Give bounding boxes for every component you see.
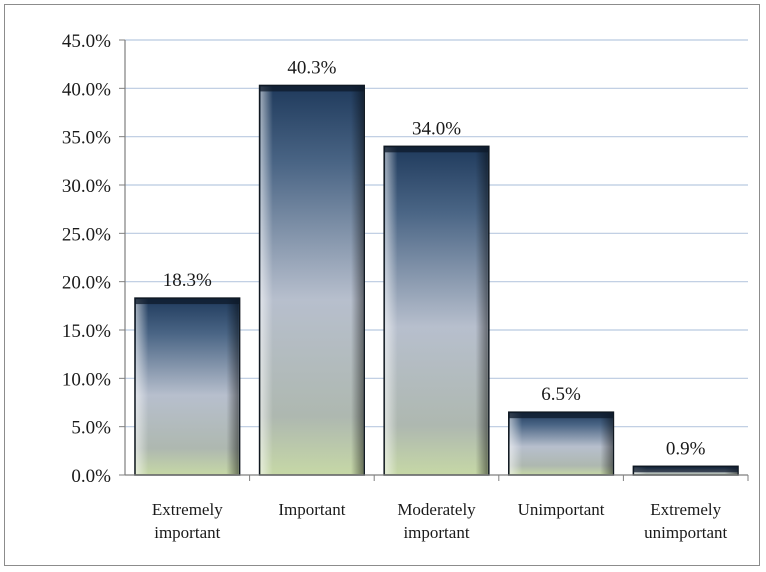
bars: 18.3% 40.3% 34.0% 6.5% 0.9% xyxy=(134,57,739,476)
chart-frame: 0.0% 5.0% 10.0% 15.0% 20.0% 25.0% 30.0% 35.0% 40… xyxy=(4,4,760,566)
bar-chart: 0.0% 5.0% 10.0% 15.0% 20.0% 25.0% 30.0% 35.0% 40… xyxy=(62,31,749,542)
bar-top-edge xyxy=(384,146,489,153)
y-tick-label: 30.0% xyxy=(62,176,111,197)
y-tick-label: 25.0% xyxy=(62,224,111,245)
y-tick-label: 0.0% xyxy=(71,466,111,487)
data-label: 6.5% xyxy=(541,384,581,405)
y-tick-label: 10.0% xyxy=(62,369,111,390)
y-axis: 0.0% 5.0% 10.0% 15.0% 20.0% 25.0% 30.0% 35.0% 40… xyxy=(62,31,126,487)
y-tick-label: 40.0% xyxy=(62,79,111,100)
bar-group: 34.0% xyxy=(383,118,490,476)
bar-shading xyxy=(135,299,239,474)
y-tick-label: 15.0% xyxy=(62,321,111,342)
bar-group: 0.9% xyxy=(632,438,739,476)
category-label: important xyxy=(403,523,469,542)
bar-group: 6.5% xyxy=(508,384,615,476)
category-label: Extremely xyxy=(650,500,721,519)
y-tick-label: 5.0% xyxy=(71,418,111,439)
category-label: Important xyxy=(278,500,345,519)
bar-top-edge xyxy=(134,298,240,305)
y-tick-label: 20.0% xyxy=(62,273,111,294)
category-label: important xyxy=(154,523,220,542)
bar-top-edge xyxy=(633,466,739,473)
bar-top-edge xyxy=(508,412,614,419)
bar-top-edge xyxy=(259,85,365,92)
bar-group: 18.3% xyxy=(134,270,241,476)
data-label: 40.3% xyxy=(287,57,336,78)
y-tick-label: 45.0% xyxy=(62,31,111,52)
category-label: Extremely xyxy=(152,500,223,519)
bar-shading xyxy=(260,86,364,474)
bar-shading xyxy=(509,413,613,474)
category-label: unimportant xyxy=(644,523,727,542)
data-label: 34.0% xyxy=(412,118,461,139)
data-label: 0.9% xyxy=(666,438,706,459)
bar-shading xyxy=(385,147,488,475)
y-tick-label: 35.0% xyxy=(62,128,111,149)
data-label: 18.3% xyxy=(163,270,212,291)
bar-group: 40.3% xyxy=(258,57,365,476)
category-label: Moderately xyxy=(397,500,476,519)
x-axis: Extremely important Important Moderately imp… xyxy=(125,474,749,542)
category-label: Unimportant xyxy=(518,500,605,519)
